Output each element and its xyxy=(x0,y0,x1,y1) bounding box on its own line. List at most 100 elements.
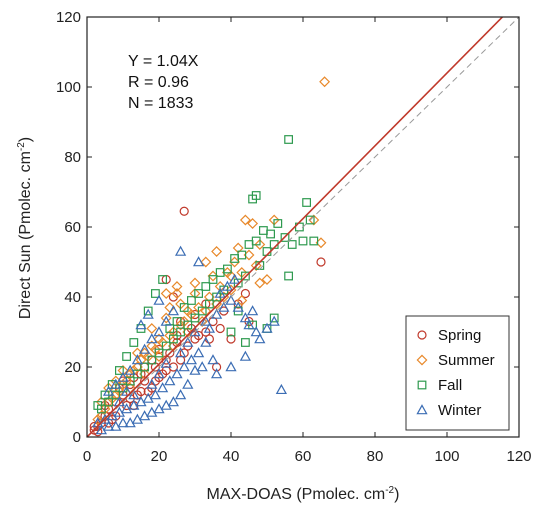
data-point xyxy=(138,343,151,354)
legend-label: Fall xyxy=(438,377,462,394)
data-point xyxy=(136,386,146,397)
data-point xyxy=(250,260,262,271)
y-tick-label: 0 xyxy=(73,429,81,446)
x-axis-title: MAX-DOAS (Pmolec. cm-2) xyxy=(207,485,400,503)
data-point xyxy=(192,256,205,267)
data-point xyxy=(251,236,261,246)
data-point xyxy=(164,375,176,386)
data-point xyxy=(261,274,273,285)
data-point xyxy=(167,305,180,316)
data-point xyxy=(232,301,244,312)
data-point xyxy=(160,288,172,299)
data-point xyxy=(171,281,183,292)
data-point xyxy=(160,312,172,324)
data-point xyxy=(135,396,147,407)
data-point xyxy=(124,364,136,375)
x-axis-title-main: MAX-DOAS (Pmolec. cm xyxy=(207,486,386,503)
x-tick-label: 100 xyxy=(434,448,459,465)
y-tick-label: 40 xyxy=(64,289,81,306)
data-point xyxy=(174,347,187,358)
data-point xyxy=(160,357,172,368)
data-point xyxy=(240,288,250,299)
data-point xyxy=(102,420,115,431)
data-point xyxy=(103,396,115,408)
data-point xyxy=(261,322,273,333)
stat-slope: Y = 1.04X xyxy=(128,53,199,70)
data-point xyxy=(143,306,153,316)
data-point xyxy=(239,312,252,323)
data-point xyxy=(205,299,214,309)
data-point xyxy=(178,361,190,372)
x-tick-label: 0 xyxy=(83,448,91,465)
data-point xyxy=(179,206,189,216)
data-point xyxy=(167,396,180,407)
legend-item-fall: Fall xyxy=(417,377,462,394)
data-point xyxy=(268,315,280,326)
legend-box xyxy=(405,315,510,431)
data-point xyxy=(110,420,122,431)
data-point xyxy=(160,399,172,410)
y-tick-label: 60 xyxy=(64,219,81,236)
data-point xyxy=(225,361,237,372)
data-point xyxy=(280,233,290,242)
data-point xyxy=(266,229,275,239)
data-point xyxy=(230,254,240,263)
data-point xyxy=(153,326,165,337)
data-point xyxy=(138,410,151,421)
data-point xyxy=(160,315,172,326)
plot-area xyxy=(87,17,519,437)
x-axis-title-sup: -2 xyxy=(385,485,394,496)
data-point xyxy=(146,406,158,417)
data-point xyxy=(176,355,186,365)
y-tick-label: 120 xyxy=(56,9,81,26)
y-axis-title: Direct Sun (Pmolec. cm-2) xyxy=(16,137,34,319)
data-point xyxy=(284,135,293,144)
fit-line xyxy=(87,17,504,437)
x-tick-label: 40 xyxy=(223,448,240,465)
data-point xyxy=(241,271,250,281)
data-point xyxy=(302,198,311,207)
data-point xyxy=(171,288,183,299)
data-point xyxy=(179,303,189,312)
data-point xyxy=(316,257,326,267)
data-point xyxy=(214,287,226,298)
legend-label: Spring xyxy=(438,327,481,344)
data-point xyxy=(254,333,266,344)
data-point xyxy=(254,239,266,250)
data-point xyxy=(114,366,124,375)
data-point xyxy=(319,76,331,88)
data-point xyxy=(223,264,232,274)
data-point xyxy=(131,354,144,365)
data-point xyxy=(140,376,150,386)
tick-marks: 0 20 40 60 80 100 120 0 20 40 60 80 100 120 xyxy=(56,9,532,465)
data-point xyxy=(153,403,165,414)
data-point xyxy=(122,352,132,361)
legend-marker-triangle xyxy=(416,404,428,415)
data-point xyxy=(110,378,122,389)
y-axis-title-sup: -2 xyxy=(16,142,27,151)
data-point xyxy=(187,296,196,305)
data-point xyxy=(156,382,169,393)
data-point xyxy=(226,327,236,337)
data-point xyxy=(99,413,111,424)
data-point xyxy=(120,385,133,396)
legend-label: Winter xyxy=(438,402,481,419)
data-point xyxy=(117,365,129,376)
y-axis-title-main: Direct Sun (Pmolec. cm xyxy=(17,151,34,319)
data-point xyxy=(284,271,293,281)
data-point xyxy=(298,236,308,246)
data-point xyxy=(147,355,157,365)
series-winter xyxy=(92,245,288,435)
data-point xyxy=(146,378,158,389)
data-point xyxy=(185,354,198,365)
data-point xyxy=(146,323,158,334)
data-point xyxy=(92,414,104,425)
data-point xyxy=(218,301,230,312)
series-summer xyxy=(92,76,331,425)
legend-marker-circle xyxy=(417,330,427,340)
data-point xyxy=(200,336,212,347)
data-point xyxy=(200,315,212,326)
data-point xyxy=(196,361,208,372)
data-point xyxy=(247,218,259,229)
data-point xyxy=(117,417,129,428)
